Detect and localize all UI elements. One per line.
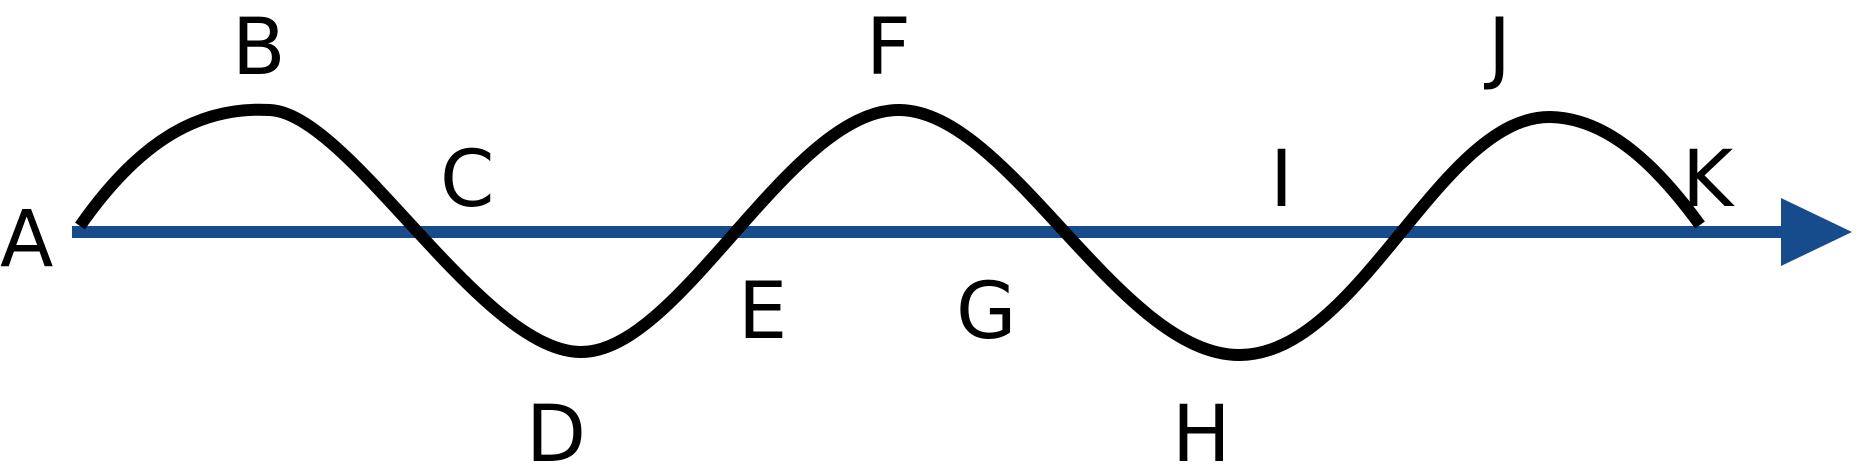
label-C: C <box>440 135 494 225</box>
label-H: H <box>1172 390 1231 465</box>
label-F: F <box>866 3 911 93</box>
label-D: D <box>526 390 586 465</box>
label-G: G <box>956 267 1016 357</box>
label-K: K <box>1682 135 1735 225</box>
wave-curve <box>75 103 1705 362</box>
label-A: A <box>0 195 53 285</box>
label-B: B <box>232 3 286 93</box>
label-J: J <box>1483 3 1511 93</box>
label-E: E <box>738 267 787 357</box>
label-I: I <box>1270 135 1293 225</box>
axis-arrowhead <box>1781 198 1852 266</box>
axis-line <box>72 226 1782 238</box>
